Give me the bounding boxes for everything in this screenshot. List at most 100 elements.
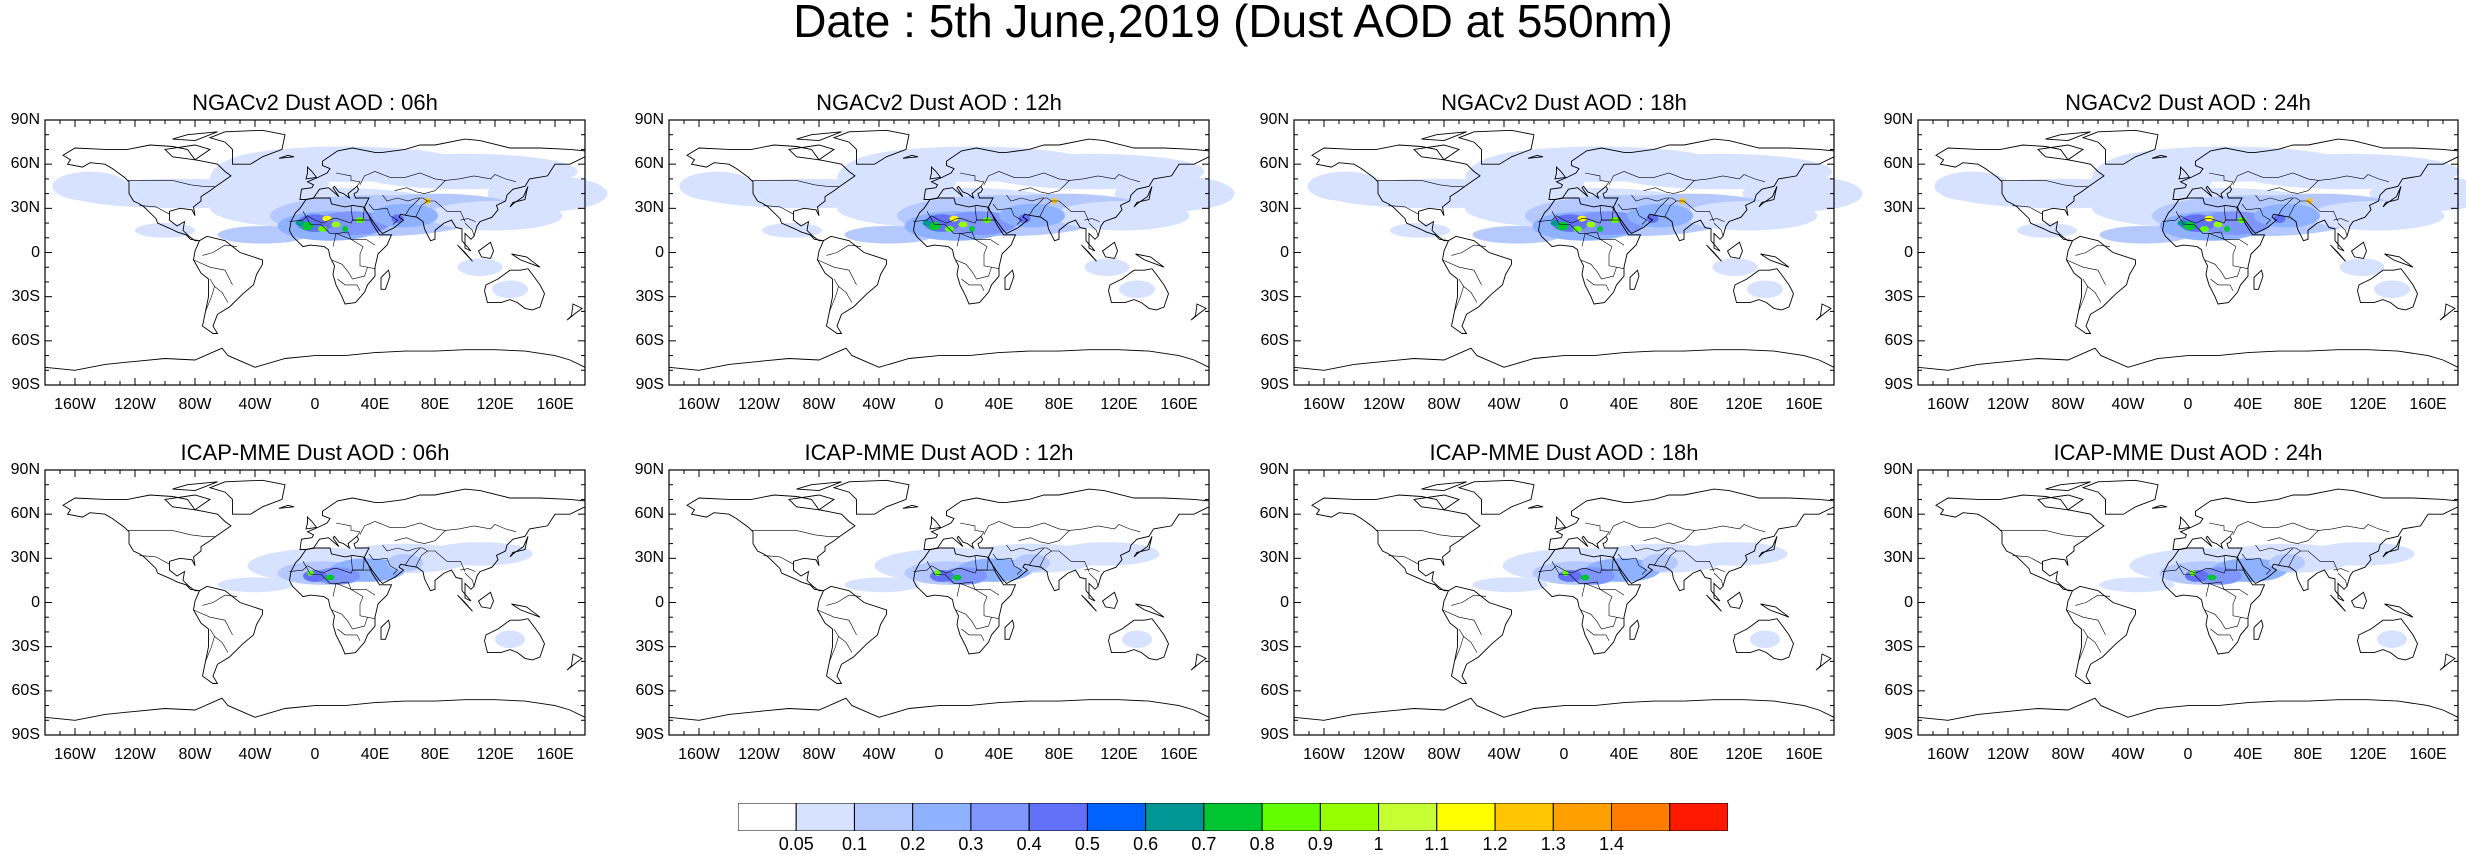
- panel-title: NGACv2 Dust AOD : 06h: [45, 90, 585, 116]
- country-border: [2205, 260, 2241, 279]
- aod-shaded-cell: [458, 258, 503, 276]
- lon-tick-label: 120W: [105, 397, 165, 413]
- colorbar-label: 1.3: [1523, 835, 1583, 853]
- coastline: [797, 482, 842, 491]
- world-map: [669, 470, 1209, 735]
- lat-tick-label: 90N: [1249, 462, 1289, 478]
- country-border: [962, 279, 985, 291]
- lat-tick-label: 60N: [624, 156, 664, 172]
- country-border: [2268, 525, 2390, 544]
- lon-tick-label: 40E: [969, 397, 1029, 413]
- aod-shaded-cell: [1597, 226, 1603, 232]
- country-border: [752, 530, 839, 536]
- colorbar-swatch: [1204, 803, 1262, 831]
- aod-shaded-cell: [680, 172, 755, 201]
- lat-tick-label: 60N: [1249, 156, 1289, 172]
- country-border: [956, 260, 992, 279]
- coastline: [797, 132, 842, 141]
- aod-shaded-cell: [492, 281, 528, 299]
- colorbar-label: 1: [1349, 835, 1409, 853]
- colorbar-swatch: [1553, 803, 1611, 831]
- lat-tick-label: 0: [1249, 245, 1289, 261]
- coastline: [903, 505, 918, 508]
- lat-tick-label: 90N: [1873, 462, 1913, 478]
- colorbar-swatch: [1437, 803, 1495, 831]
- lat-tick-label: 90S: [624, 377, 664, 393]
- lon-tick-label: 40E: [2218, 397, 2278, 413]
- lat-tick-label: 30N: [624, 550, 664, 566]
- lon-tick-label: 0: [909, 747, 969, 763]
- colorbar-label: 0.9: [1290, 835, 1350, 853]
- country-border: [834, 279, 852, 303]
- aod-shaded-cell: [2200, 226, 2209, 232]
- coastline: [1191, 654, 1206, 670]
- lat-tick-label: 90S: [1873, 727, 1913, 743]
- lon-tick-label: 120W: [1978, 747, 2038, 763]
- colorbar-swatch: [1612, 803, 1670, 831]
- lon-tick-label: 40W: [225, 397, 285, 413]
- country-border: [1609, 522, 1695, 535]
- aod-shaded-cell: [1581, 575, 1590, 581]
- aod-shaded-cell: [1713, 258, 1758, 276]
- aod-shaded-cell: [2100, 577, 2175, 592]
- lon-tick-label: 120E: [465, 397, 525, 413]
- lat-tick-label: 30S: [624, 639, 664, 655]
- colorbar-swatch: [1029, 803, 1087, 831]
- coastline: [1005, 620, 1014, 639]
- lat-tick-label: 30N: [1873, 550, 1913, 566]
- lon-tick-label: 80E: [405, 747, 465, 763]
- country-border: [194, 610, 233, 635]
- coastline: [381, 270, 390, 289]
- lat-tick-label: 0: [0, 595, 40, 611]
- colorbar-swatch: [1262, 803, 1320, 831]
- country-border: [1452, 245, 1487, 255]
- lat-tick-label: 60S: [1249, 333, 1289, 349]
- lon-tick-label: 120E: [1714, 397, 1774, 413]
- coastline: [2038, 145, 2083, 160]
- country-border: [2233, 522, 2319, 535]
- panel-title: ICAP-MME Dust AOD : 12h: [669, 440, 1209, 466]
- colorbar-swatch: [913, 803, 971, 831]
- country-border: [1455, 636, 1464, 661]
- coastlines: [669, 480, 1209, 735]
- lon-tick-label: 120E: [1089, 397, 1149, 413]
- lon-tick-label: 80E: [1029, 747, 1089, 763]
- world-map: [1294, 120, 1834, 385]
- coastlines: [45, 480, 585, 735]
- lon-tick-label: 160E: [2398, 397, 2458, 413]
- country-border: [1587, 629, 1610, 641]
- country-border: [827, 245, 862, 255]
- lat-tick-label: 60N: [0, 506, 40, 522]
- lat-tick-label: 30S: [0, 639, 40, 655]
- lon-tick-label: 120E: [2338, 397, 2398, 413]
- lat-tick-label: 60N: [1873, 156, 1913, 172]
- lat-tick-label: 90N: [1873, 112, 1913, 128]
- lat-tick-label: 90S: [1873, 377, 1913, 393]
- aod-shaded-cell: [1055, 201, 1190, 230]
- lon-tick-label: 80E: [405, 397, 465, 413]
- country-border: [1085, 569, 1100, 572]
- country-border: [128, 530, 215, 536]
- country-border: [818, 260, 857, 285]
- lon-tick-label: 40W: [2098, 397, 2158, 413]
- country-border: [336, 523, 360, 536]
- lon-tick-label: 160W: [1294, 747, 1354, 763]
- coastline: [1136, 254, 1165, 267]
- coastline: [1555, 517, 1566, 529]
- coastline: [2440, 304, 2455, 320]
- lon-tick-label: 0: [285, 397, 345, 413]
- aod-shaded-cell: [1563, 570, 1569, 576]
- aod-shaded-cell: [1119, 281, 1155, 299]
- lon-tick-label: 80E: [1654, 747, 1714, 763]
- country-border: [1587, 279, 1610, 291]
- country-border: [206, 286, 215, 311]
- lon-tick-label: 80E: [2278, 397, 2338, 413]
- lon-tick-label: 0: [2158, 397, 2218, 413]
- lon-tick-label: 80W: [1414, 747, 1474, 763]
- lat-tick-label: 0: [624, 245, 664, 261]
- lon-tick-label: 0: [909, 397, 969, 413]
- lon-tick-label: 0: [285, 747, 345, 763]
- lon-tick-label: 120E: [2338, 747, 2398, 763]
